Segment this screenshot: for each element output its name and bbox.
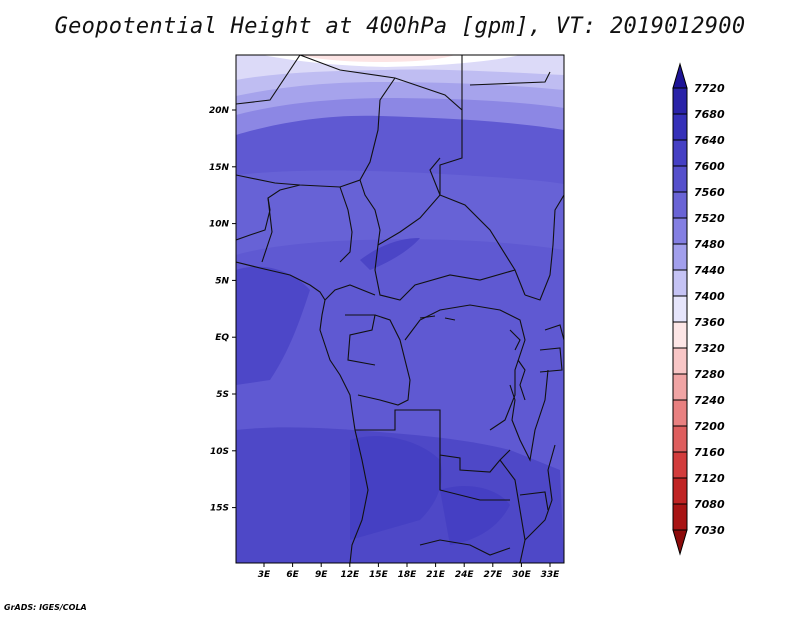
colorbar-box bbox=[672, 347, 688, 375]
colorbar-box bbox=[672, 399, 688, 427]
lat-axis: 20N 15N 10N 5N EQ 5S 10S 15S bbox=[209, 106, 236, 514]
lon-label: 30E bbox=[512, 570, 532, 580]
lon-label: 27E bbox=[483, 570, 503, 580]
colorbar-box bbox=[672, 477, 688, 505]
lon-label: 18E bbox=[398, 570, 418, 580]
lat-label: 10N bbox=[209, 220, 230, 230]
colorbar-label: 7320 bbox=[694, 342, 725, 355]
colorbar-label: 7440 bbox=[694, 264, 725, 277]
colorbar-label: 7030 bbox=[694, 524, 725, 537]
colorbar-box bbox=[672, 243, 688, 271]
colorbar-box bbox=[672, 139, 688, 167]
colorbar-box bbox=[672, 217, 688, 245]
colorbar-label: 7160 bbox=[694, 446, 725, 459]
coastlines-borders bbox=[236, 55, 564, 563]
lon-axis: 3E 6E 9E 12E 15E 18E 21E 24E 27E 30E 33E bbox=[258, 563, 560, 580]
colorbar-label: 7520 bbox=[694, 212, 725, 225]
colorbar-label: 7600 bbox=[694, 160, 725, 173]
colorbar-label: 7280 bbox=[694, 368, 725, 381]
colorbar-label: 7720 bbox=[694, 82, 725, 95]
colorbar-label: 7680 bbox=[694, 108, 725, 121]
colorbar-label: 7560 bbox=[694, 186, 725, 199]
colorbar-label: 7480 bbox=[694, 238, 725, 251]
colorbar-bottom-arrow bbox=[672, 529, 688, 556]
colorbar-box bbox=[672, 503, 688, 531]
colorbar-box bbox=[672, 321, 688, 349]
lon-label: 9E bbox=[315, 570, 328, 580]
lat-label: 5N bbox=[215, 276, 229, 286]
lon-label: 6E bbox=[286, 570, 299, 580]
colorbar: 7720 7680 7640 7600 7560 7520 7480 7440 7400 7360… bbox=[672, 62, 725, 556]
lon-label: 12E bbox=[340, 570, 360, 580]
lat-label: 10S bbox=[210, 447, 229, 457]
lon-label: 24E bbox=[455, 570, 475, 580]
colorbar-box bbox=[672, 295, 688, 323]
colorbar-label: 7240 bbox=[694, 394, 725, 407]
lon-label: 15E bbox=[369, 570, 389, 580]
colorbar-box bbox=[672, 425, 688, 453]
band-7600-ridge bbox=[360, 238, 420, 270]
grads-credit: GrADS: IGES/COLA bbox=[4, 603, 87, 612]
height-field bbox=[236, 55, 564, 563]
colorbar-box bbox=[672, 113, 688, 141]
band-7560-mid bbox=[236, 170, 564, 255]
lat-label: 5S bbox=[216, 390, 229, 400]
band-7320 bbox=[300, 55, 455, 62]
lat-label: 20N bbox=[209, 106, 230, 116]
colorbar-label: 7640 bbox=[694, 134, 725, 147]
map-border bbox=[235, 54, 565, 564]
lat-label: 15S bbox=[210, 504, 229, 514]
band-7600-south2 bbox=[350, 436, 442, 540]
colorbar-box bbox=[672, 269, 688, 297]
lon-label: 33E bbox=[541, 570, 561, 580]
colorbar-label: 7120 bbox=[694, 472, 725, 485]
lon-label: 21E bbox=[426, 570, 446, 580]
colorbar-box bbox=[672, 373, 688, 401]
map-title: Geopotential Height at 400hPa [gpm], VT:… bbox=[54, 14, 746, 39]
colorbar-box bbox=[672, 451, 688, 479]
colorbar-box bbox=[672, 191, 688, 219]
colorbar-label: 7360 bbox=[694, 316, 725, 329]
colorbar-label: 7200 bbox=[694, 420, 725, 433]
lat-label: EQ bbox=[215, 333, 229, 343]
lat-label: 15N bbox=[209, 163, 230, 173]
lon-label: 3E bbox=[258, 570, 271, 580]
colorbar-top-arrow bbox=[672, 62, 688, 89]
colorbar-label: 7080 bbox=[694, 498, 725, 511]
colorbar-label: 7400 bbox=[694, 290, 725, 303]
colorbar-box bbox=[672, 165, 688, 193]
band-7600-west bbox=[236, 266, 310, 385]
colorbar-box bbox=[672, 87, 688, 115]
band-7600-se bbox=[440, 485, 510, 545]
